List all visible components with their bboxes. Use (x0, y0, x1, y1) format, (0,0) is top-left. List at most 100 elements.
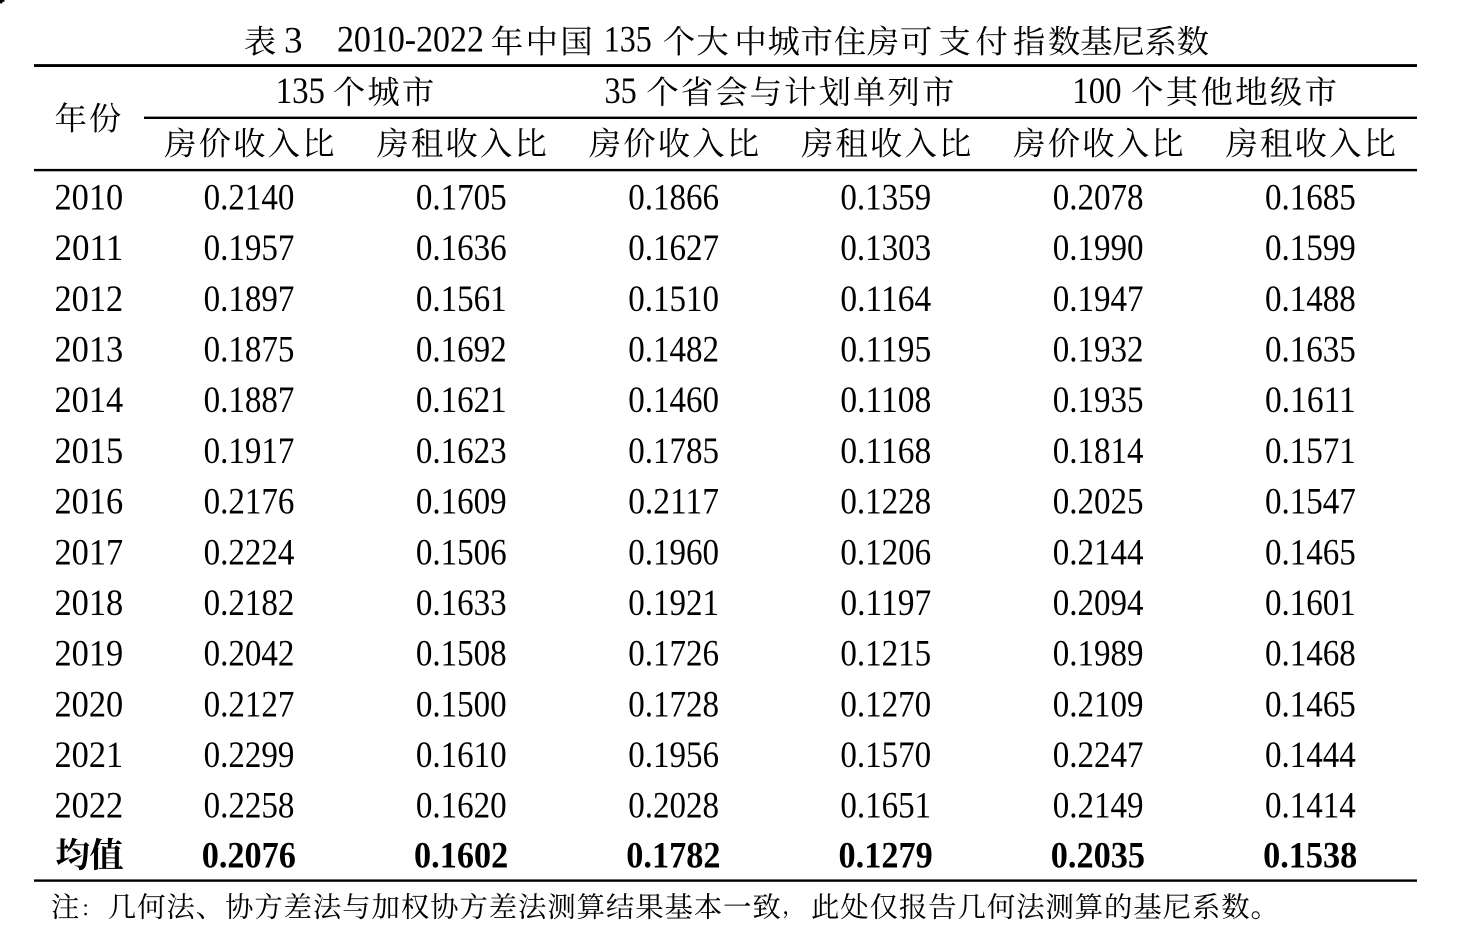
svg-text:0.2117: 0.2117 (628, 482, 719, 523)
svg-text:0.1636: 0.1636 (416, 228, 507, 269)
svg-text:0.1990: 0.1990 (1053, 228, 1144, 269)
svg-text:0.1814: 0.1814 (1053, 431, 1144, 472)
svg-text:0.2028: 0.2028 (628, 786, 719, 827)
svg-text:0.2149: 0.2149 (1053, 786, 1144, 827)
svg-text:0.2140: 0.2140 (204, 178, 295, 219)
svg-text:0.1228: 0.1228 (840, 482, 931, 523)
svg-text:0.2182: 0.2182 (204, 583, 295, 624)
svg-text:0.1633: 0.1633 (416, 583, 507, 624)
svg-text:0.1465: 0.1465 (1265, 532, 1356, 573)
svg-text:0.1957: 0.1957 (204, 228, 295, 269)
svg-text:0.1635: 0.1635 (1265, 330, 1356, 371)
svg-text:0.1917: 0.1917 (204, 431, 295, 472)
svg-text:0.1599: 0.1599 (1265, 228, 1356, 269)
svg-text:0.1935: 0.1935 (1053, 380, 1144, 421)
svg-text:0.1571: 0.1571 (1265, 431, 1356, 472)
svg-text:0.2299: 0.2299 (204, 735, 295, 776)
svg-text:0.1538: 0.1538 (1263, 836, 1357, 877)
svg-text:0.2094: 0.2094 (1053, 583, 1144, 624)
svg-text:0.1610: 0.1610 (416, 735, 507, 776)
svg-text:0.1621: 0.1621 (416, 380, 507, 421)
svg-text:0.1506: 0.1506 (416, 532, 507, 573)
svg-text:0.1460: 0.1460 (628, 380, 719, 421)
svg-text:0.2042: 0.2042 (204, 634, 295, 675)
svg-text:100: 100 (1072, 71, 1121, 112)
svg-text:0.1875: 0.1875 (204, 330, 295, 371)
svg-text:0.1510: 0.1510 (628, 279, 719, 320)
svg-text:2018: 2018 (55, 583, 124, 624)
svg-text:2011: 2011 (55, 228, 124, 269)
svg-text:0.1444: 0.1444 (1265, 735, 1356, 776)
svg-text:0.2247: 0.2247 (1053, 735, 1144, 776)
svg-text:0.1488: 0.1488 (1265, 279, 1356, 320)
svg-text:0.1279: 0.1279 (839, 836, 933, 877)
svg-text:0.1960: 0.1960 (628, 532, 719, 573)
svg-text:2013: 2013 (55, 330, 124, 371)
svg-text:0.1468: 0.1468 (1265, 634, 1356, 675)
svg-text:2017: 2017 (55, 532, 124, 573)
svg-text:0.1601: 0.1601 (1265, 583, 1356, 624)
svg-text:0.2078: 0.2078 (1053, 178, 1144, 219)
svg-text:0.1897: 0.1897 (204, 279, 295, 320)
svg-text:0.1685: 0.1685 (1265, 178, 1356, 219)
svg-text:135: 135 (276, 71, 325, 112)
svg-text:0.1785: 0.1785 (628, 431, 719, 472)
svg-text:0.1359: 0.1359 (840, 178, 931, 219)
svg-text:0.1465: 0.1465 (1265, 684, 1356, 725)
svg-text:0.1215: 0.1215 (840, 634, 931, 675)
svg-text:0.1627: 0.1627 (628, 228, 719, 269)
svg-text:0.1270: 0.1270 (840, 684, 931, 725)
svg-text:0.1482: 0.1482 (628, 330, 719, 371)
svg-text:0.1108: 0.1108 (840, 380, 931, 421)
svg-text:0.1561: 0.1561 (416, 279, 507, 320)
svg-text:2016: 2016 (55, 482, 124, 523)
svg-text:0.1692: 0.1692 (416, 330, 507, 371)
svg-text:0.1705: 0.1705 (416, 178, 507, 219)
svg-text:0.1164: 0.1164 (840, 279, 931, 320)
svg-text:0.1728: 0.1728 (628, 684, 719, 725)
svg-text:0.1195: 0.1195 (840, 330, 931, 371)
svg-text:0.1651: 0.1651 (840, 786, 931, 827)
svg-text:0.1611: 0.1611 (1265, 380, 1356, 421)
svg-text:2010-2022: 2010-2022 (337, 19, 484, 60)
svg-text:2010: 2010 (55, 178, 124, 219)
svg-text:0.2109: 0.2109 (1053, 684, 1144, 725)
svg-text:2020: 2020 (55, 684, 124, 725)
svg-text:0.1500: 0.1500 (416, 684, 507, 725)
svg-text:0.1866: 0.1866 (628, 178, 719, 219)
svg-text:2014: 2014 (55, 380, 124, 421)
svg-text:0.1206: 0.1206 (840, 532, 931, 573)
svg-text:0.1782: 0.1782 (626, 836, 720, 877)
svg-text:0.1609: 0.1609 (416, 482, 507, 523)
svg-text:0.1887: 0.1887 (204, 380, 295, 421)
svg-text:0.1726: 0.1726 (628, 634, 719, 675)
svg-text:0.1602: 0.1602 (414, 836, 508, 877)
svg-text:0.2258: 0.2258 (204, 786, 295, 827)
svg-text:2019: 2019 (55, 634, 124, 675)
svg-text:2022: 2022 (55, 786, 124, 827)
svg-text:2012: 2012 (55, 279, 124, 320)
svg-text:0.1947: 0.1947 (1053, 279, 1144, 320)
svg-text:2015: 2015 (55, 431, 124, 472)
svg-text:0.1303: 0.1303 (840, 228, 931, 269)
svg-text:0.1547: 0.1547 (1265, 482, 1356, 523)
svg-text:0.1620: 0.1620 (416, 786, 507, 827)
svg-text:0.2025: 0.2025 (1053, 482, 1144, 523)
svg-text:0.1197: 0.1197 (840, 583, 931, 624)
svg-text:3: 3 (284, 20, 303, 61)
svg-text:0.1168: 0.1168 (840, 431, 931, 472)
svg-text:0.2224: 0.2224 (204, 532, 295, 573)
svg-text:2021: 2021 (55, 735, 124, 776)
svg-text:0.2035: 0.2035 (1051, 836, 1145, 877)
svg-text:0.1623: 0.1623 (416, 431, 507, 472)
svg-text:0.1989: 0.1989 (1053, 634, 1144, 675)
svg-text:0.1956: 0.1956 (628, 735, 719, 776)
svg-text:0.1921: 0.1921 (628, 583, 719, 624)
svg-text:0.2076: 0.2076 (202, 836, 296, 877)
svg-text:0.1414: 0.1414 (1265, 786, 1356, 827)
svg-text:135: 135 (604, 19, 652, 60)
svg-text:0.1508: 0.1508 (416, 634, 507, 675)
svg-text:0.2176: 0.2176 (204, 482, 295, 523)
svg-text:0.1932: 0.1932 (1053, 330, 1144, 371)
svg-text:35: 35 (605, 71, 637, 112)
